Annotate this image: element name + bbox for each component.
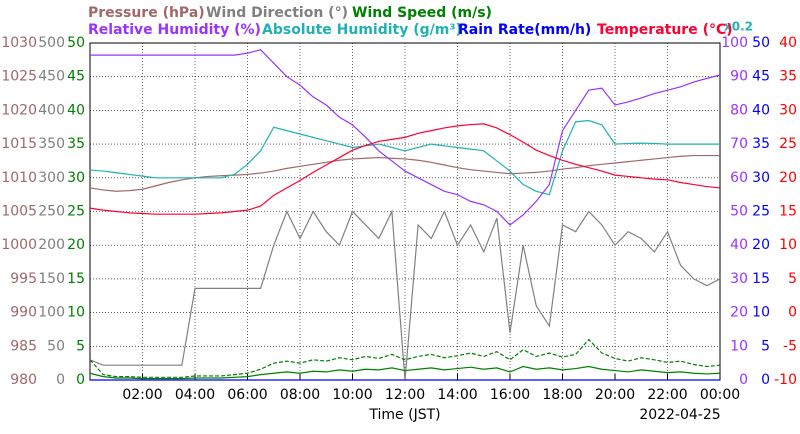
y-tick-label: 20 xyxy=(779,170,797,186)
legend-label: Absolute Humidity (g/m³) xyxy=(262,22,462,38)
y-tick-label: 35 xyxy=(752,136,770,152)
y-tick-label: 5 xyxy=(788,271,797,287)
y-tick-label: 150 xyxy=(38,271,65,287)
y-tick-label: 10 xyxy=(779,237,797,253)
series-line xyxy=(89,123,721,215)
y-tick-label: 0 xyxy=(788,305,797,321)
x-axis-label: Time (JST) xyxy=(368,407,440,423)
y-tick-label: 15 xyxy=(67,271,85,287)
y-tick-label: 350 xyxy=(38,136,65,152)
y-tick-label: 0 xyxy=(76,372,85,388)
y-tick-label: 1020 xyxy=(1,102,37,118)
x-tick-label: 18:00 xyxy=(542,387,582,403)
y-tick-label: 0 xyxy=(739,372,748,388)
y-tick-label: 40 xyxy=(779,35,797,51)
y-tick-label: 90 xyxy=(730,69,748,85)
y-tick-label: 25 xyxy=(779,136,797,152)
y-tick-label: 995 xyxy=(10,271,37,287)
y-tick-label: 25 xyxy=(752,204,770,220)
y-tick-label: 45 xyxy=(752,69,770,85)
date-label: 2022-04-25 xyxy=(639,407,720,423)
scale-note: x0.2 xyxy=(724,20,753,34)
y-tick-label: 100 xyxy=(721,35,748,51)
y-tick-label: 50 xyxy=(47,338,65,354)
series-line xyxy=(90,49,721,226)
y-tick-label: 50 xyxy=(67,35,85,51)
y-tick-label: 400 xyxy=(38,102,65,118)
y-tick-label: 80 xyxy=(730,102,748,118)
legend-label: Temperature (°C) xyxy=(597,22,733,38)
y-tick-label: 1000 xyxy=(1,237,37,253)
x-tick-label: 00:00 xyxy=(700,387,740,403)
y-tick-label: 50 xyxy=(752,35,770,51)
y-tick-label: 200 xyxy=(38,237,65,253)
y-tick-label: 980 xyxy=(10,372,37,388)
y-tick-label: 0 xyxy=(761,372,770,388)
y-tick-label: 30 xyxy=(730,271,748,287)
y-tick-label: 15 xyxy=(752,271,770,287)
x-tick-label: 10:00 xyxy=(332,387,372,403)
y-tick-label: 990 xyxy=(10,305,37,321)
y-tick-label: 1015 xyxy=(1,136,37,152)
y-tick-label: 35 xyxy=(67,136,85,152)
y-tick-label: 0 xyxy=(56,372,65,388)
y-tick-label: 1025 xyxy=(1,69,37,85)
y-tick-label: 40 xyxy=(752,102,770,118)
x-tick-label: 22:00 xyxy=(647,387,687,403)
y-tick-label: 70 xyxy=(730,136,748,152)
y-tick-label: -5 xyxy=(783,338,797,354)
y-tick-label: 5 xyxy=(76,338,85,354)
y-tick-label: 50 xyxy=(730,204,748,220)
series-line xyxy=(89,119,720,196)
legend-label: Pressure (hPa) xyxy=(88,5,205,21)
y-tick-label: 25 xyxy=(67,204,85,220)
y-tick-label: 300 xyxy=(38,170,65,186)
legend-label: Relative Humidity (%) xyxy=(88,22,261,38)
y-tick-label: 1010 xyxy=(1,170,37,186)
y-tick-label: -10 xyxy=(774,372,797,388)
series-line xyxy=(89,338,721,378)
y-tick-label: 20 xyxy=(67,237,85,253)
y-tick-label: 450 xyxy=(38,69,65,85)
y-tick-label: 500 xyxy=(38,35,65,51)
x-tick-label: 20:00 xyxy=(595,387,635,403)
x-tick-label: 02:00 xyxy=(122,387,162,403)
legend-label: Wind Speed (m/s) xyxy=(352,5,492,21)
y-tick-label: 45 xyxy=(67,69,85,85)
y-tick-label: 30 xyxy=(67,170,85,186)
y-tick-label: 985 xyxy=(10,338,37,354)
legend-label: Wind Direction (°) xyxy=(206,5,348,21)
y-tick-label: 35 xyxy=(779,69,797,85)
y-tick-label: 30 xyxy=(752,170,770,186)
y-tick-label: 250 xyxy=(38,204,65,220)
y-tick-label: 30 xyxy=(779,102,797,118)
x-tick-label: 04:00 xyxy=(175,387,215,403)
y-tick-label: 100 xyxy=(38,305,65,321)
y-tick-label: 40 xyxy=(67,102,85,118)
x-tick-label: 06:00 xyxy=(227,387,267,403)
y-tick-label: 1005 xyxy=(1,204,37,220)
y-tick-label: 10 xyxy=(730,338,748,354)
y-tick-label: 5 xyxy=(761,338,770,354)
y-tick-label: 40 xyxy=(730,237,748,253)
y-tick-label: 15 xyxy=(779,204,797,220)
y-tick-label: 10 xyxy=(67,305,85,321)
x-tick-label: 12:00 xyxy=(385,387,425,403)
x-tick-label: 16:00 xyxy=(490,387,530,403)
x-tick-label: 14:00 xyxy=(437,387,477,403)
y-tick-label: 60 xyxy=(730,170,748,186)
x-tick-label: 08:00 xyxy=(280,387,320,403)
series-line xyxy=(89,365,721,380)
legend-label: Rain Rate(mm/h) xyxy=(458,22,591,38)
y-tick-label: 1030 xyxy=(1,35,37,51)
y-tick-label: 10 xyxy=(752,305,770,321)
y-tick-label: 20 xyxy=(752,237,770,253)
y-tick-label: 20 xyxy=(730,305,748,321)
